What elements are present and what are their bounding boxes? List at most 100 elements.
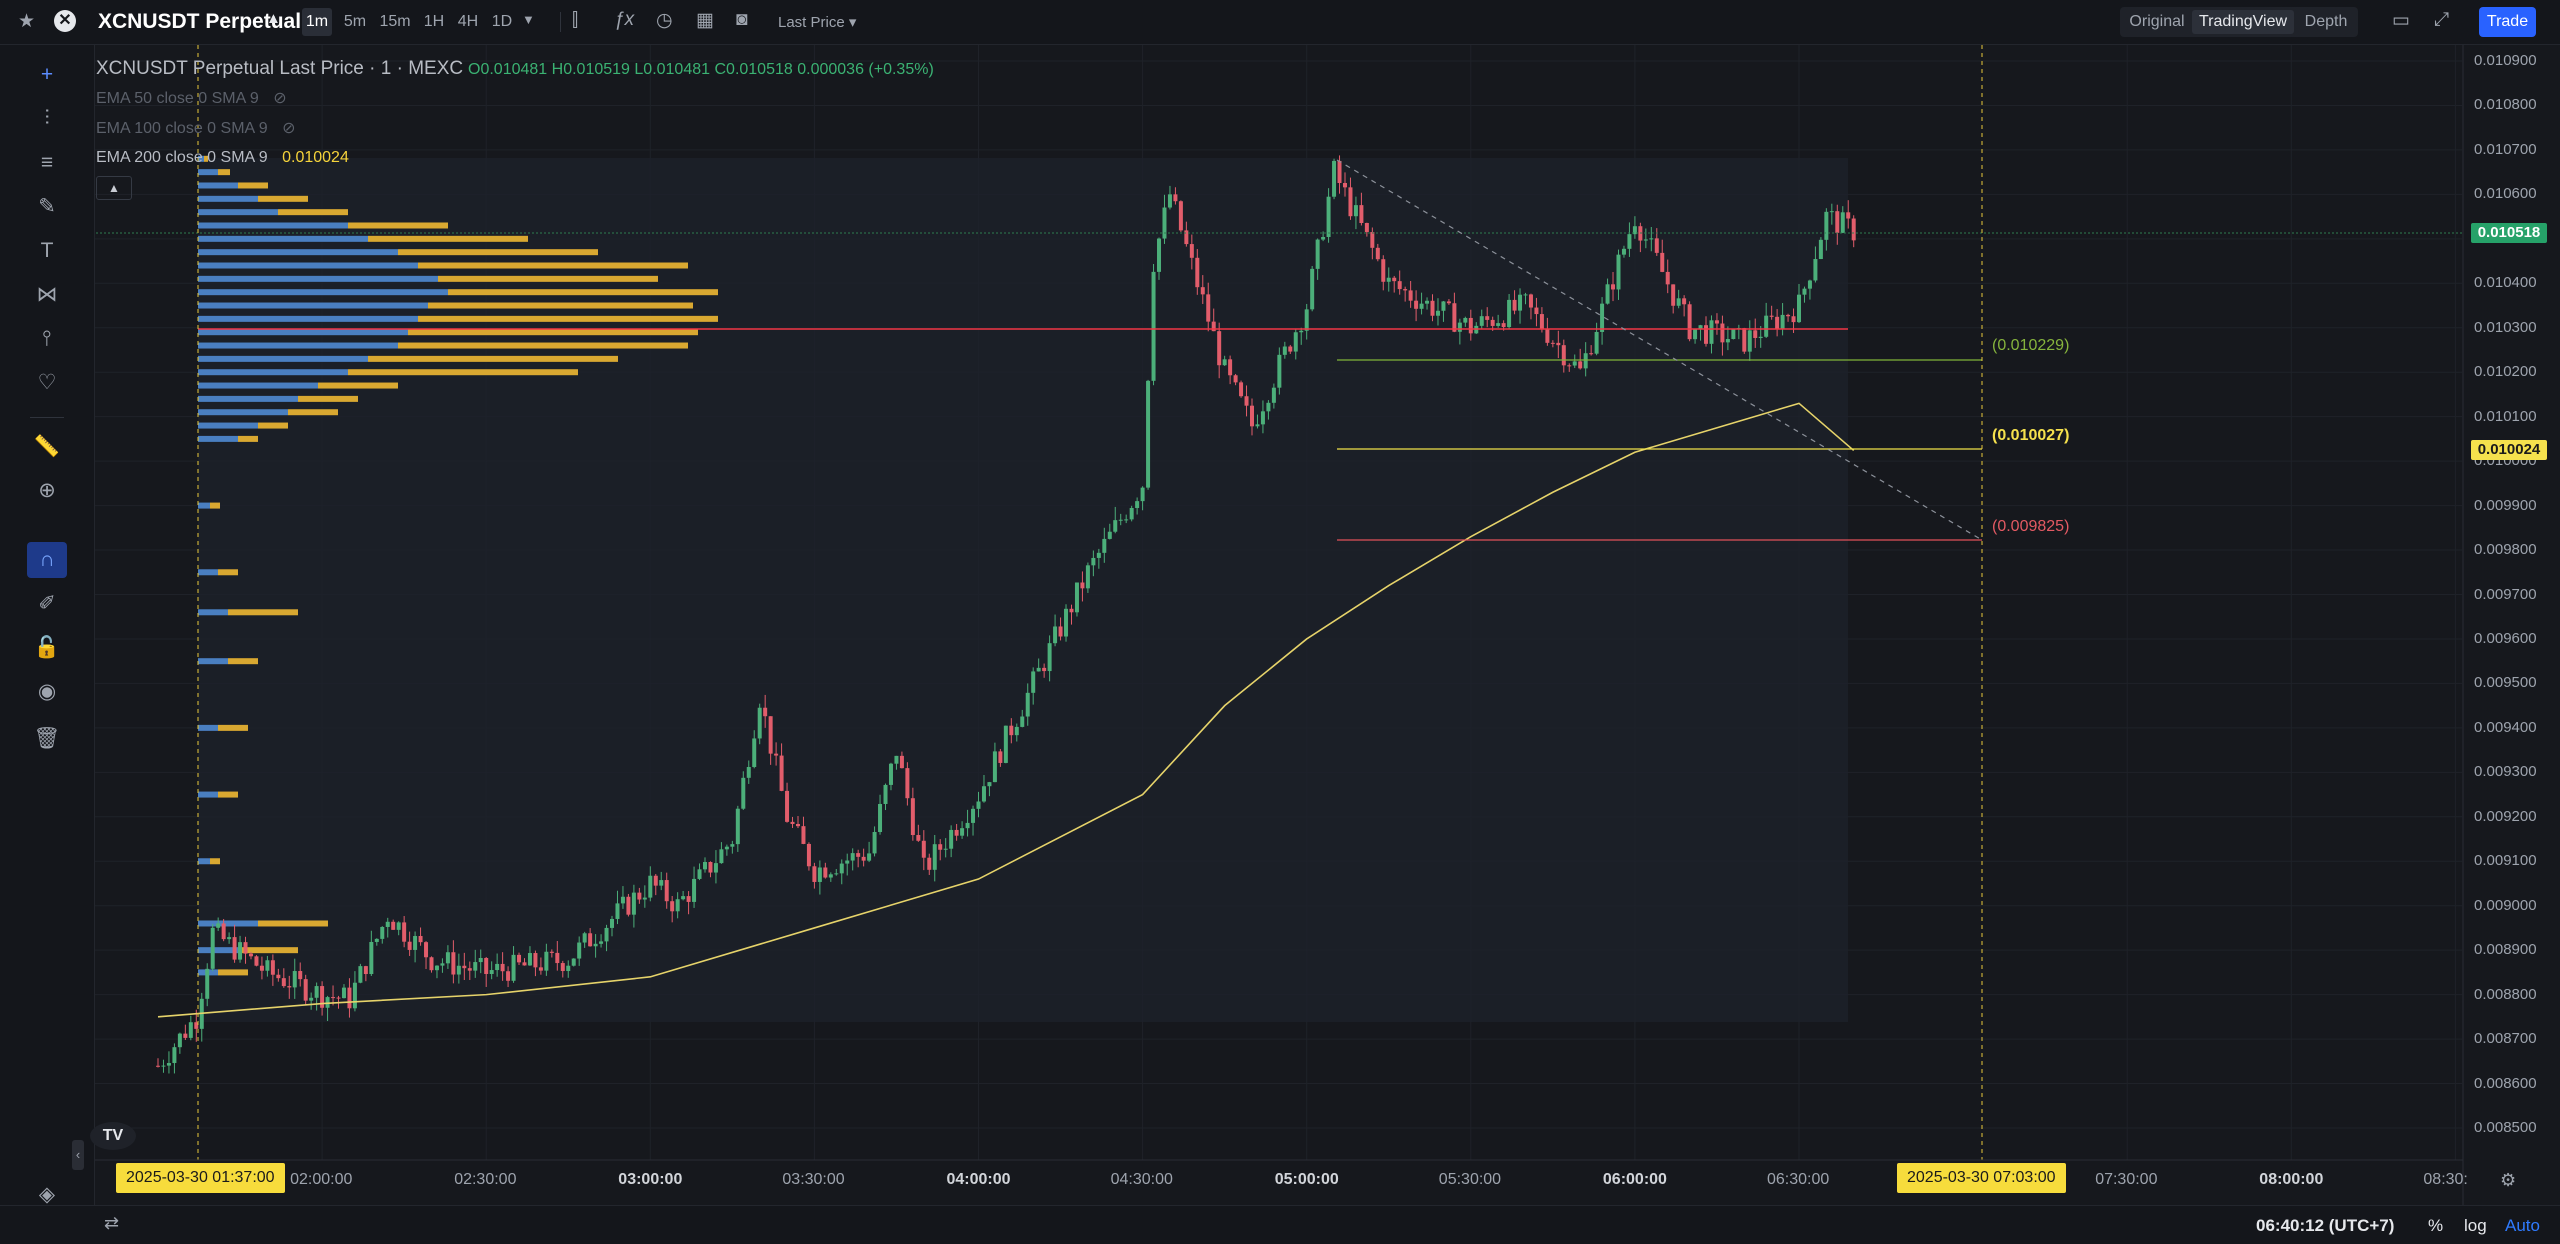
- pattern-icon[interactable]: ⋈: [36, 283, 58, 306]
- camera-icon[interactable]: ◙: [736, 9, 748, 30]
- candle-body: [735, 808, 740, 845]
- auto-toggle[interactable]: Auto: [2505, 1216, 2540, 1235]
- fullscreen-icon[interactable]: ⤢: [2434, 9, 2450, 30]
- log-toggle[interactable]: log: [2464, 1216, 2487, 1235]
- candle-body: [987, 782, 992, 787]
- percent-toggle[interactable]: %: [2428, 1216, 2444, 1235]
- layout-icon[interactable]: ▦: [696, 10, 714, 31]
- candle-body: [582, 933, 587, 943]
- candle-body: [1605, 284, 1610, 304]
- candle-body: [1539, 314, 1544, 330]
- window-icon[interactable]: ▭: [2392, 10, 2410, 31]
- timeframe-1d[interactable]: 1D: [491, 13, 513, 30]
- go-to-date-icon[interactable]: ⇄: [104, 1213, 120, 1233]
- candle-body: [341, 987, 346, 999]
- candle-body: [954, 829, 959, 836]
- view-original[interactable]: Original: [2129, 13, 2185, 30]
- candle-body: [681, 896, 686, 900]
- trade-button[interactable]: Trade: [2479, 7, 2536, 37]
- candle-body: [888, 763, 893, 785]
- legend-ema200[interactable]: EMA 200 close 0 SMA 9 0.010024: [96, 149, 349, 167]
- ema100-label: EMA 100 close 0 SMA 9: [96, 120, 268, 137]
- text-tool-icon[interactable]: T: [40, 239, 54, 262]
- candle-body: [380, 926, 385, 939]
- candle-body: [527, 953, 532, 966]
- heart-icon[interactable]: ♡: [37, 371, 57, 394]
- candle-body: [724, 846, 729, 850]
- timeframe-1h[interactable]: 1H: [423, 13, 445, 30]
- hidden-eye-icon[interactable]: ⊘: [273, 90, 287, 107]
- price-axis-label: 0.009500: [2474, 674, 2537, 692]
- star-icon[interactable]: ★: [18, 11, 36, 32]
- level-lower-label: (0.009825): [1992, 518, 2070, 535]
- collapse-legend-icon[interactable]: ▲: [96, 176, 132, 200]
- hidden-eye-icon[interactable]: ⊘: [282, 120, 296, 137]
- indicators-icon[interactable]: ƒx: [614, 9, 635, 30]
- volume-profile-buy-bar: [198, 302, 428, 309]
- candle-body: [1381, 259, 1386, 282]
- candle-body: [588, 933, 593, 947]
- caret-up-icon[interactable]: ▲: [266, 10, 281, 27]
- timeframe-5m[interactable]: 5m: [343, 13, 367, 30]
- trash-icon[interactable]: 🗑: [33, 727, 61, 750]
- ruler-icon[interactable]: 📏: [33, 435, 61, 458]
- volume-profile-buy-bar: [198, 222, 348, 229]
- templates-icon[interactable]: ◷: [656, 10, 673, 31]
- timeframe-1m[interactable]: 1m: [302, 8, 332, 36]
- price-axis-label: 0.008500: [2474, 1119, 2537, 1136]
- layers-icon[interactable]: ◈: [38, 1183, 56, 1206]
- symbol-name[interactable]: XCNUSDT Perpetual: [98, 10, 302, 33]
- legend-ema50[interactable]: EMA 50 close 0 SMA 9 ⊘: [96, 88, 287, 108]
- eye-icon[interactable]: ◉: [37, 680, 57, 703]
- candle-body: [495, 963, 500, 971]
- candle-body: [538, 967, 543, 971]
- volume-profile-sell-bar: [258, 422, 288, 429]
- settings-gear-icon[interactable]: ⚙: [2500, 1170, 2517, 1190]
- view-depth[interactable]: Depth: [2304, 13, 2348, 30]
- time-axis-label: 04:30:00: [1110, 1171, 1173, 1188]
- candle-body: [604, 927, 609, 942]
- edit-lock-icon[interactable]: ✐: [38, 592, 56, 615]
- candle-body: [238, 942, 243, 960]
- lock-icon[interactable]: 🔓: [33, 636, 61, 659]
- volume-profile-buy-bar: [198, 947, 238, 954]
- zoom-in-icon[interactable]: ⊕: [38, 479, 56, 502]
- candle-body: [1020, 716, 1025, 727]
- horizontal-lines-icon[interactable]: ≡: [40, 151, 54, 174]
- collapse-toolbar-icon[interactable]: ‹: [72, 1140, 84, 1170]
- clock[interactable]: 06:40:12 (UTC+7): [2256, 1216, 2395, 1235]
- legend-ema100[interactable]: EMA 100 close 0 SMA 9 ⊘: [96, 118, 296, 138]
- timeframe-4h[interactable]: 4H: [457, 13, 479, 30]
- price-axis-label: 0.010300: [2474, 318, 2537, 336]
- candle-body: [927, 857, 932, 870]
- price-axis-label: 0.008800: [2474, 985, 2537, 1003]
- crosshair-icon[interactable]: +: [40, 63, 54, 86]
- candle-body: [812, 866, 817, 882]
- forecast-icon[interactable]: ⫯: [42, 327, 52, 350]
- candle-body: [1419, 303, 1424, 309]
- bottom-bar: ⇄ 06:40:12 (UTC+7) % log Auto: [0, 1205, 2560, 1244]
- candle-body: [1053, 626, 1058, 644]
- candle-body: [1244, 396, 1249, 406]
- magnet-icon[interactable]: ∩: [27, 542, 67, 578]
- price-axis-label: 0.010800: [2474, 96, 2537, 114]
- candles-type-icon[interactable]: ⫿: [572, 10, 579, 31]
- view-tradingview[interactable]: TradingView: [2192, 10, 2294, 34]
- time-axis-label: 06:00:00: [1602, 1171, 1667, 1188]
- volume-profile-buy-bar: [198, 342, 398, 349]
- brush-icon[interactable]: ✎: [38, 195, 56, 218]
- timeframe-dropdown-icon[interactable]: ▼: [522, 12, 535, 27]
- candle-body: [1621, 248, 1626, 255]
- candle-body: [303, 979, 308, 1001]
- candle-body: [1835, 211, 1840, 233]
- price-type-select[interactable]: Last Price ▾: [778, 14, 857, 31]
- candle-body: [856, 853, 861, 857]
- volume-profile-sell-bar: [218, 724, 248, 731]
- candle-body: [177, 1033, 182, 1048]
- vertical-line-icon[interactable]: ⫶: [44, 107, 50, 130]
- volume-profile-sell-bar: [448, 289, 718, 296]
- candle-body: [1485, 316, 1490, 320]
- timeframe-15m[interactable]: 15m: [379, 13, 411, 30]
- candle-body: [413, 936, 418, 950]
